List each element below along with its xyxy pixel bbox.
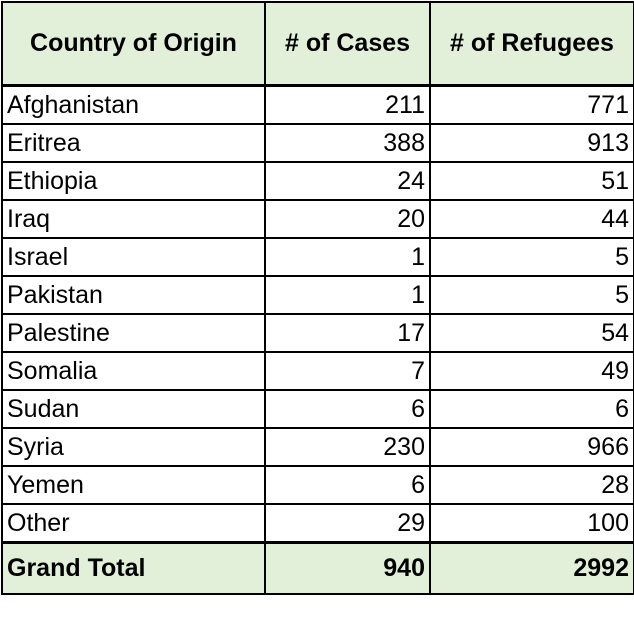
header-cases: # of Cases xyxy=(264,1,431,87)
refugees-cell: 966 xyxy=(429,427,634,467)
table-header: Country of Origin # of Cases # of Refuge… xyxy=(1,1,634,87)
cases-cell: 6 xyxy=(264,389,431,429)
grand-total-cases: 940 xyxy=(264,541,431,595)
cases-cell: 230 xyxy=(264,427,431,467)
refugees-cell: 6 xyxy=(429,389,634,429)
country-cell: Afghanistan xyxy=(1,84,266,125)
grand-total-label: Grand Total xyxy=(1,541,266,595)
country-cell: Iraq xyxy=(1,199,266,239)
table-row: Afghanistan 211 771 xyxy=(1,84,634,125)
cases-cell: 211 xyxy=(264,84,431,125)
table-row: Ethiopia 24 51 xyxy=(1,161,634,201)
header-refugees: # of Refugees xyxy=(429,1,634,87)
cases-cell: 29 xyxy=(264,503,431,544)
country-cell: Somalia xyxy=(1,351,266,391)
cases-cell: 7 xyxy=(264,351,431,391)
table-footer: Grand Total 940 2992 xyxy=(1,541,634,595)
country-cell: Syria xyxy=(1,427,266,467)
cases-cell: 17 xyxy=(264,313,431,353)
refugee-cases-table: Country of Origin # of Cases # of Refuge… xyxy=(1,1,634,595)
country-cell: Other xyxy=(1,503,266,544)
grand-total-row: Grand Total 940 2992 xyxy=(1,541,634,595)
country-cell: Ethiopia xyxy=(1,161,266,201)
cases-cell: 388 xyxy=(264,123,431,163)
refugees-cell: 100 xyxy=(429,503,634,544)
table-row: Somalia 7 49 xyxy=(1,351,634,391)
refugees-cell: 44 xyxy=(429,199,634,239)
table-row: Pakistan 1 5 xyxy=(1,275,634,315)
refugees-cell: 51 xyxy=(429,161,634,201)
table-row: Palestine 17 54 xyxy=(1,313,634,353)
refugees-cell: 771 xyxy=(429,84,634,125)
header-country-of-origin: Country of Origin xyxy=(1,1,266,87)
table-row: Yemen 6 28 xyxy=(1,465,634,505)
cases-cell: 6 xyxy=(264,465,431,505)
cases-cell: 20 xyxy=(264,199,431,239)
table-row: Sudan 6 6 xyxy=(1,389,634,429)
country-cell: Israel xyxy=(1,237,266,277)
cases-cell: 1 xyxy=(264,237,431,277)
table-row: Syria 230 966 xyxy=(1,427,634,467)
country-cell: Palestine xyxy=(1,313,266,353)
refugees-cell: 5 xyxy=(429,275,634,315)
table-row: Israel 1 5 xyxy=(1,237,634,277)
country-cell: Eritrea xyxy=(1,123,266,163)
header-row: Country of Origin # of Cases # of Refuge… xyxy=(1,1,634,87)
grand-total-refugees: 2992 xyxy=(429,541,634,595)
country-cell: Yemen xyxy=(1,465,266,505)
country-cell: Pakistan xyxy=(1,275,266,315)
refugees-cell: 913 xyxy=(429,123,634,163)
cases-cell: 24 xyxy=(264,161,431,201)
table-row: Other 29 100 xyxy=(1,503,634,544)
refugees-cell: 54 xyxy=(429,313,634,353)
table-body: Afghanistan 211 771 Eritrea 388 913 Ethi… xyxy=(1,84,634,544)
table-row: Eritrea 388 913 xyxy=(1,123,634,163)
refugees-cell: 49 xyxy=(429,351,634,391)
refugees-cell: 28 xyxy=(429,465,634,505)
table-row: Iraq 20 44 xyxy=(1,199,634,239)
refugees-cell: 5 xyxy=(429,237,634,277)
cases-cell: 1 xyxy=(264,275,431,315)
country-cell: Sudan xyxy=(1,389,266,429)
